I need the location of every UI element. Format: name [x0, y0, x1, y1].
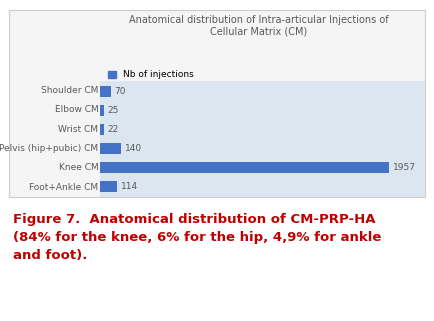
Text: Anatomical distribution of Intra-articular Injections of
Cellular Matrix (CM): Anatomical distribution of Intra-articul… [129, 15, 388, 37]
Text: Knee CM: Knee CM [59, 163, 98, 172]
Legend: Nb of injections: Nb of injections [105, 66, 197, 83]
Text: Wrist CM: Wrist CM [58, 125, 98, 134]
Text: Foot+Ankle CM: Foot+Ankle CM [29, 183, 98, 192]
Text: Shoulder CM: Shoulder CM [41, 86, 98, 95]
Text: Pelvis (hip+pubic) CM: Pelvis (hip+pubic) CM [0, 144, 98, 153]
Text: Figure 7.  Anatomical distribution of CM-PRP-HA
(84% for the knee, 6% for the hi: Figure 7. Anatomical distribution of CM-… [13, 213, 381, 262]
Text: Elbow CM: Elbow CM [55, 105, 98, 114]
